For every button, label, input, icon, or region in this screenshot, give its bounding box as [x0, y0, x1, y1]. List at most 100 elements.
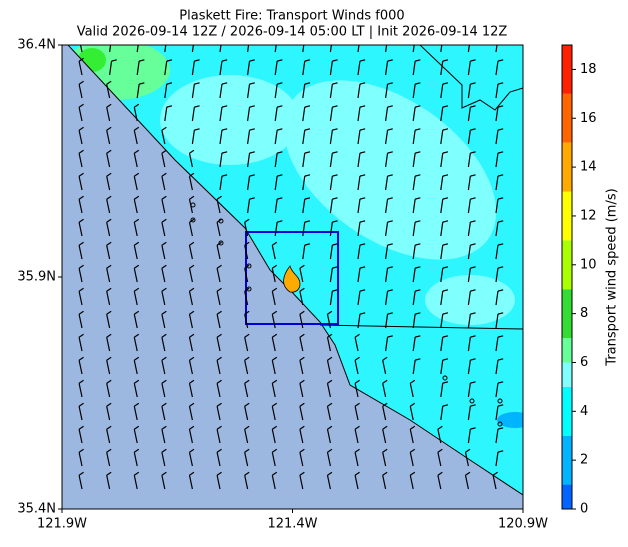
- wind-barb: [495, 427, 504, 444]
- barb-flag: [161, 195, 167, 200]
- barb-staff: [188, 153, 193, 168]
- barb-flag: [106, 356, 112, 361]
- barb-flag: [277, 82, 283, 85]
- wind-barb: [188, 264, 195, 283]
- barb-staff: [216, 268, 221, 283]
- barb-flag: [526, 174, 531, 177]
- barb-flag: [387, 220, 393, 223]
- barb-flag: [161, 471, 167, 476]
- barb-flag: [415, 335, 421, 338]
- barb-flag: [359, 105, 366, 108]
- barb-flag: [78, 448, 84, 453]
- barb-staff: [106, 153, 111, 168]
- wind-barb: [106, 379, 112, 398]
- barb-flag: [106, 287, 112, 292]
- barb-flag: [387, 197, 393, 200]
- wind-barb: [78, 195, 84, 214]
- barb-staff: [78, 245, 83, 260]
- barb-staff: [495, 222, 499, 237]
- barb-flag: [437, 471, 443, 476]
- wind-barb: [357, 128, 366, 145]
- wind-barb: [467, 220, 476, 237]
- barb-staff: [385, 153, 389, 168]
- barb-flag: [139, 82, 145, 85]
- barb-staff: [326, 406, 331, 421]
- barb-staff: [467, 429, 471, 444]
- barb-staff: [161, 153, 166, 168]
- barb-flag: [442, 220, 449, 223]
- wind-barb: [440, 358, 449, 375]
- wind-barb: [78, 471, 84, 490]
- wind-barb: [78, 80, 84, 99]
- wind-barb: [78, 126, 84, 145]
- barb-staff: [495, 199, 499, 214]
- barb-flag: [497, 404, 504, 407]
- barb-flag: [359, 220, 366, 223]
- barb-staff: [299, 337, 304, 352]
- wind-barb: [409, 425, 416, 444]
- colorbar-band: [562, 93, 572, 143]
- barb-flag: [442, 335, 449, 338]
- barb-staff: [106, 360, 111, 375]
- barb-staff: [329, 268, 333, 283]
- barb-staff: [412, 130, 416, 145]
- barb-staff: [133, 130, 138, 145]
- barb-flag: [354, 379, 360, 384]
- barb-flag: [304, 197, 311, 200]
- fire-box: [245, 231, 339, 325]
- barb-flag: [249, 105, 255, 108]
- barb-staff: [161, 383, 166, 398]
- colorbar-tick-label: 18: [580, 62, 597, 77]
- wind-barb: [78, 402, 84, 421]
- barb-flag: [359, 289, 366, 292]
- barb-flag: [470, 105, 476, 108]
- barb-flag: [332, 174, 338, 177]
- barb-flag: [387, 335, 393, 338]
- wind-barb: [133, 172, 140, 191]
- wind-barb: [412, 197, 421, 214]
- colorbar-band: [562, 338, 572, 363]
- barb-flag: [409, 471, 416, 476]
- barb-staff: [188, 429, 193, 444]
- barb-staff: [385, 176, 389, 191]
- barb-flag: [526, 151, 531, 154]
- barb-staff: [495, 291, 499, 306]
- barb-flag: [470, 59, 476, 62]
- barb-flag: [492, 471, 498, 476]
- calm-marker: [218, 218, 224, 224]
- barb-staff: [247, 153, 251, 168]
- barb-staff: [440, 107, 444, 122]
- barb-staff: [412, 61, 416, 76]
- barb-staff: [219, 84, 223, 99]
- barb-staff: [354, 337, 359, 352]
- barb-staff: [357, 153, 361, 168]
- barb-flag: [304, 151, 311, 154]
- wind-barb: [412, 220, 421, 237]
- barb-flag: [382, 356, 388, 361]
- barb-flag: [526, 59, 531, 62]
- barb-flag: [442, 358, 449, 361]
- wind-barb: [133, 471, 140, 490]
- barb-flag: [332, 128, 338, 131]
- barb-staff: [78, 199, 83, 214]
- barb-staff: [326, 475, 331, 490]
- wind-barb: [467, 59, 476, 76]
- barb-flag: [526, 381, 531, 384]
- barb-flag: [133, 287, 140, 292]
- wind-barb: [382, 425, 388, 444]
- wind-barb: [412, 266, 421, 283]
- barb-flag: [244, 241, 250, 246]
- barb-flag: [106, 172, 112, 177]
- barb-staff: [385, 107, 389, 122]
- barb-flag: [382, 402, 388, 407]
- barb-flag: [497, 427, 504, 430]
- barb-flag: [78, 218, 84, 223]
- barb-staff: [188, 452, 193, 467]
- barb-staff: [274, 176, 278, 191]
- barb-staff: [299, 268, 304, 283]
- barb-flag: [161, 402, 167, 407]
- wind-barb: [247, 105, 255, 122]
- wind-barb: [354, 425, 360, 444]
- barb-flag: [189, 425, 195, 430]
